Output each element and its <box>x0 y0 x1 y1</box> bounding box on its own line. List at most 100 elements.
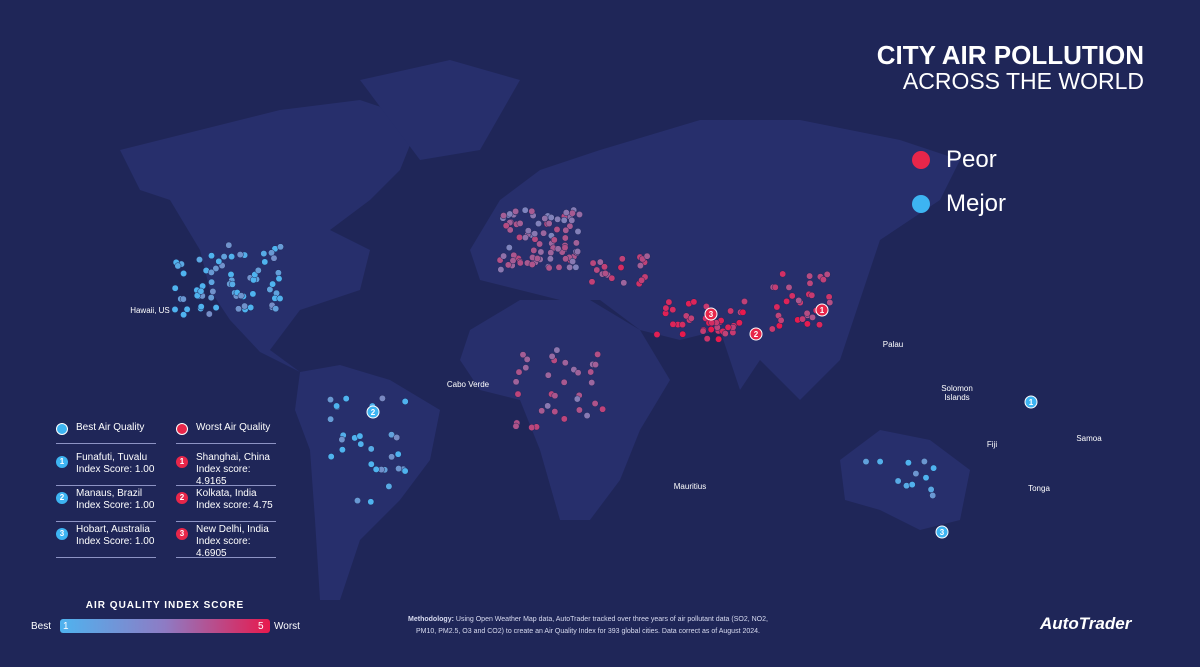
city-dot <box>327 396 334 404</box>
city-dot <box>378 394 386 402</box>
rank-badge: 3 <box>176 528 188 540</box>
city-dot <box>768 325 776 333</box>
index-score: Index score: 4.9165 <box>196 464 251 487</box>
city-dot <box>171 284 179 292</box>
city-dot <box>721 330 729 338</box>
city-dot <box>180 270 188 277</box>
city-dot <box>196 256 203 264</box>
city-dot <box>237 292 245 300</box>
city-name: Manaus, Brazil <box>76 488 143 499</box>
city-dot <box>208 252 215 260</box>
list-heading: Worst Air Quality <box>176 422 276 444</box>
rank-badge: 2 <box>56 492 68 504</box>
city-dot <box>388 453 396 461</box>
subtitle: ACROSS THE WORLD <box>902 68 1144 94</box>
list-row: 3 Hobart, Australia Index Score: 1.00 <box>56 522 156 558</box>
city-dot <box>561 234 569 242</box>
rank-badge: 1 <box>56 456 68 468</box>
city-dot <box>589 259 597 267</box>
city-dot <box>561 244 569 252</box>
city-dot <box>777 316 785 324</box>
city-dot <box>205 310 213 318</box>
city-dot <box>894 477 902 485</box>
city-dot <box>367 445 375 453</box>
city-dot <box>171 306 179 313</box>
city-dot <box>260 250 268 258</box>
city-dot <box>739 308 747 316</box>
city-dot <box>819 276 827 284</box>
city-dot <box>576 211 583 218</box>
index-score: Index score: 4.6905 <box>196 536 251 559</box>
rank-marker <box>749 327 763 341</box>
city-dot <box>779 270 787 278</box>
city-dots <box>171 206 938 506</box>
rank-marker-number: 2 <box>371 408 376 417</box>
city-dot <box>401 398 409 405</box>
city-dot <box>528 207 536 215</box>
city-dot <box>551 408 559 416</box>
city-dot <box>553 346 561 354</box>
city-dot <box>573 395 581 403</box>
city-dot <box>544 371 552 379</box>
city-name: Hobart, Australia <box>76 524 150 535</box>
map-label: Cabo Verde <box>446 380 490 389</box>
africa <box>460 300 670 520</box>
city-dot <box>367 498 375 506</box>
city-dot <box>512 378 520 386</box>
city-dot <box>560 415 568 423</box>
heading-text: Worst Air Quality <box>196 422 271 433</box>
city-dot <box>771 283 779 291</box>
city-dot <box>643 252 651 260</box>
city-dot <box>572 263 580 271</box>
city-dot <box>541 215 549 222</box>
city-dot <box>179 295 187 303</box>
city-dot <box>555 263 563 271</box>
city-dot <box>497 266 505 274</box>
city-dot <box>509 257 517 265</box>
city-dot <box>572 239 580 247</box>
city-dot <box>679 321 686 329</box>
city-dot <box>594 350 602 358</box>
city-dot <box>333 402 341 410</box>
city-dot <box>679 330 687 338</box>
city-dot <box>930 464 938 472</box>
city-dot <box>228 253 236 261</box>
city-dot <box>535 220 542 228</box>
city-dot <box>540 229 548 237</box>
city-dot <box>554 215 562 223</box>
city-dot <box>372 465 380 473</box>
city-dot <box>522 364 530 372</box>
city-dot <box>277 243 284 251</box>
city-dot <box>596 258 604 266</box>
scale-title: AIR QUALITY INDEX SCORE <box>85 600 245 611</box>
heading-text: Best Air Quality <box>76 422 145 433</box>
city-dot <box>669 320 677 328</box>
city-dot <box>568 216 576 224</box>
city-dot <box>515 368 523 376</box>
city-dot <box>545 264 553 272</box>
city-dot <box>338 446 346 454</box>
city-dot <box>583 412 591 420</box>
city-dot <box>587 368 595 376</box>
city-dot <box>212 265 220 272</box>
city-dot <box>601 269 609 277</box>
map-label: Fiji <box>986 440 998 449</box>
city-dot <box>212 304 220 312</box>
city-dot <box>620 279 628 287</box>
city-dot <box>548 352 556 360</box>
city-dot <box>636 262 644 270</box>
city-dot <box>537 248 545 256</box>
city-dot <box>724 323 732 331</box>
city-dot <box>560 378 568 386</box>
city-dot <box>500 212 508 220</box>
city-dot <box>608 274 616 282</box>
city-dot <box>920 458 928 465</box>
city-dot <box>521 234 529 242</box>
greenland <box>360 60 520 160</box>
rank-marker-number: 1 <box>1029 398 1034 407</box>
city-dot <box>272 305 280 313</box>
rank-marker <box>366 405 380 419</box>
south-america <box>295 365 440 600</box>
legend-better: Mejor <box>946 190 1007 217</box>
city-dot <box>356 432 364 440</box>
